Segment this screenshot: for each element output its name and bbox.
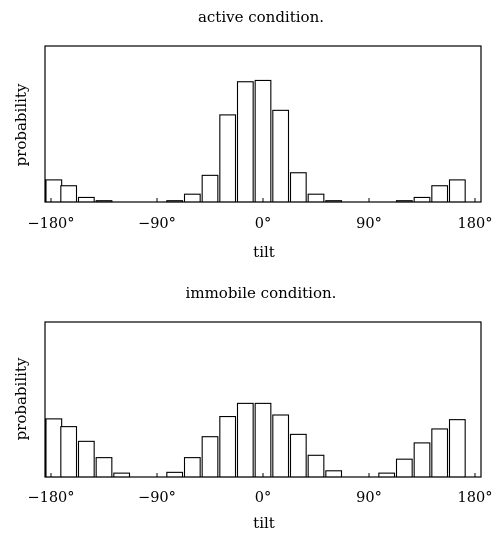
histogram-bar [431, 428, 449, 478]
x-tick-label: 90° [356, 216, 382, 232]
x-axis-label: tilt [253, 514, 275, 532]
histogram-bar [289, 433, 307, 478]
x-axis-ticks: −180° −90° 0° 90° 180° [27, 198, 492, 232]
x-tick-label: −90° [138, 490, 176, 506]
x-tick-label: −180° [27, 216, 74, 232]
histogram-bar [219, 415, 237, 478]
histogram-bar [448, 419, 466, 478]
histogram-bar [236, 402, 254, 478]
histogram-bar [272, 414, 290, 478]
histogram-bar [45, 179, 63, 203]
histogram-bar [166, 471, 184, 478]
histogram-bar [219, 114, 237, 203]
histogram-bar [254, 79, 272, 203]
x-tick-label: 0° [255, 490, 271, 506]
x-tick-label: 90° [356, 490, 382, 506]
x-tick-label: 180° [458, 490, 493, 506]
chart-panel-active: active condition. probability −180° −90° 0… [12, 8, 492, 261]
bar-series [45, 79, 466, 203]
histogram-bar [236, 81, 254, 203]
histogram-bar [183, 457, 201, 478]
x-tick-label: −180° [27, 490, 74, 506]
histogram-bar [60, 426, 78, 478]
histogram-bar [60, 185, 78, 203]
histogram-bar [307, 193, 325, 203]
histogram-bar [95, 457, 113, 478]
y-axis-label: probability [12, 357, 30, 440]
chart-title: immobile condition. [186, 284, 337, 302]
x-tick-label: −90° [138, 216, 176, 232]
histogram-bar [307, 454, 325, 478]
histogram-bar [183, 193, 201, 203]
histogram-bar [272, 109, 290, 203]
histogram-bar [395, 458, 413, 478]
histogram-bar [77, 196, 95, 203]
histogram-bar [413, 196, 431, 203]
histogram-bar [325, 470, 343, 478]
histogram-bar [45, 418, 63, 478]
chart-title: active condition. [198, 8, 324, 26]
x-axis-ticks: −180° −90° 0° 90° 180° [27, 473, 492, 506]
histogram-bar [289, 172, 307, 203]
x-axis-label: tilt [253, 243, 275, 261]
histogram-bar [413, 442, 431, 478]
bar-series [45, 402, 466, 478]
histogram-bar [431, 185, 449, 203]
y-axis-label: probability [12, 83, 30, 166]
x-tick-label: 180° [458, 216, 493, 232]
histogram-bar [77, 440, 95, 478]
histogram-bar [448, 179, 466, 203]
histogram-bar [254, 402, 272, 478]
histogram-bar [201, 174, 219, 203]
histogram-bar [201, 436, 219, 478]
x-tick-label: 0° [255, 216, 271, 232]
chart-panel-immobile: immobile condition. probability −180° −90… [12, 284, 492, 532]
